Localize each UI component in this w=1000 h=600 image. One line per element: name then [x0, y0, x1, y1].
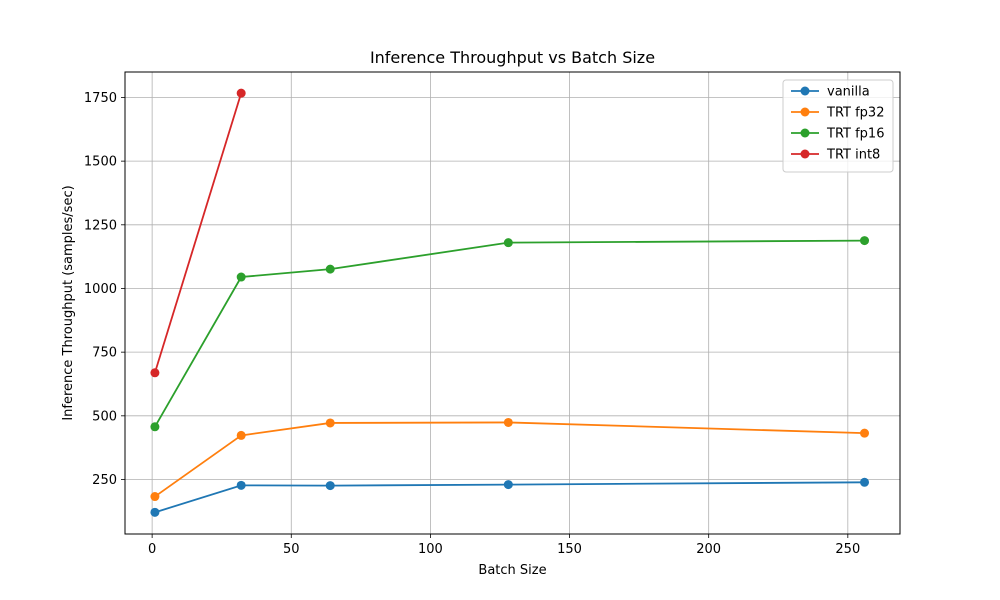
data-point: [236, 272, 246, 282]
chart-title: Inference Throughput vs Batch Size: [370, 48, 655, 67]
legend-item: TRT int8: [791, 148, 880, 163]
series-line: [154, 92, 243, 374]
x-tick-label: 150: [557, 542, 582, 557]
legend-swatch-marker: [800, 86, 810, 96]
legend-item: vanilla: [791, 85, 870, 100]
ticks: 0 50 100 150 200 250 250 500 750 1000 1250 1500 1750: [84, 91, 860, 557]
plot-frame: [124, 71, 901, 535]
data-point: [503, 238, 513, 248]
grid: [125, 72, 900, 534]
series-layer: [150, 88, 870, 517]
legend-label: TRT int8: [826, 148, 880, 163]
legend-swatch-marker: [800, 149, 810, 159]
x-tick-label: 100: [418, 542, 443, 557]
series-trt-fp16: [150, 236, 870, 432]
data-point: [150, 507, 160, 517]
legend-item: TRT fp16: [791, 127, 884, 142]
legend-swatch-marker: [800, 107, 810, 117]
legend-box: [782, 79, 894, 173]
y-tick-label: 500: [92, 409, 117, 424]
data-point: [860, 477, 870, 487]
data-point: [860, 428, 870, 438]
legend-label: TRT fp16: [826, 127, 884, 142]
data-point: [860, 236, 870, 246]
data-point: [325, 264, 335, 274]
y-tick-label: 1250: [84, 218, 117, 233]
legend-label: TRT fp32: [826, 106, 884, 121]
legend-label: vanilla: [827, 85, 870, 100]
legend: vanilla TRT fp32 TRT fp16 TRT int8: [782, 79, 894, 173]
data-point: [236, 430, 246, 440]
y-tick-label: 250: [92, 473, 117, 488]
series-trt-fp32: [150, 417, 870, 502]
data-point: [503, 417, 513, 427]
y-axis-label: Inference Throughput (samples/sec): [61, 185, 76, 420]
x-tick-label: 250: [835, 542, 860, 557]
data-point: [150, 368, 160, 378]
data-point: [150, 492, 160, 502]
x-axis-label: Batch Size: [478, 563, 546, 578]
y-tick-label: 750: [92, 346, 117, 361]
series-trt-int8: [150, 88, 246, 378]
data-point: [503, 480, 513, 490]
y-tick-label: 1000: [84, 282, 117, 297]
data-point: [236, 480, 246, 490]
y-tick-label: 1750: [84, 91, 117, 106]
x-tick-label: 200: [696, 542, 721, 557]
data-point: [150, 422, 160, 432]
legend-swatch-marker: [800, 128, 810, 138]
series-vanilla: [150, 477, 870, 517]
y-tick-label: 1500: [84, 155, 117, 170]
x-tick-label: 50: [283, 542, 300, 557]
data-point: [325, 481, 335, 491]
legend-item: TRT fp32: [791, 106, 884, 121]
data-point: [325, 418, 335, 428]
x-tick-label: 0: [148, 542, 156, 557]
data-point: [236, 88, 246, 98]
